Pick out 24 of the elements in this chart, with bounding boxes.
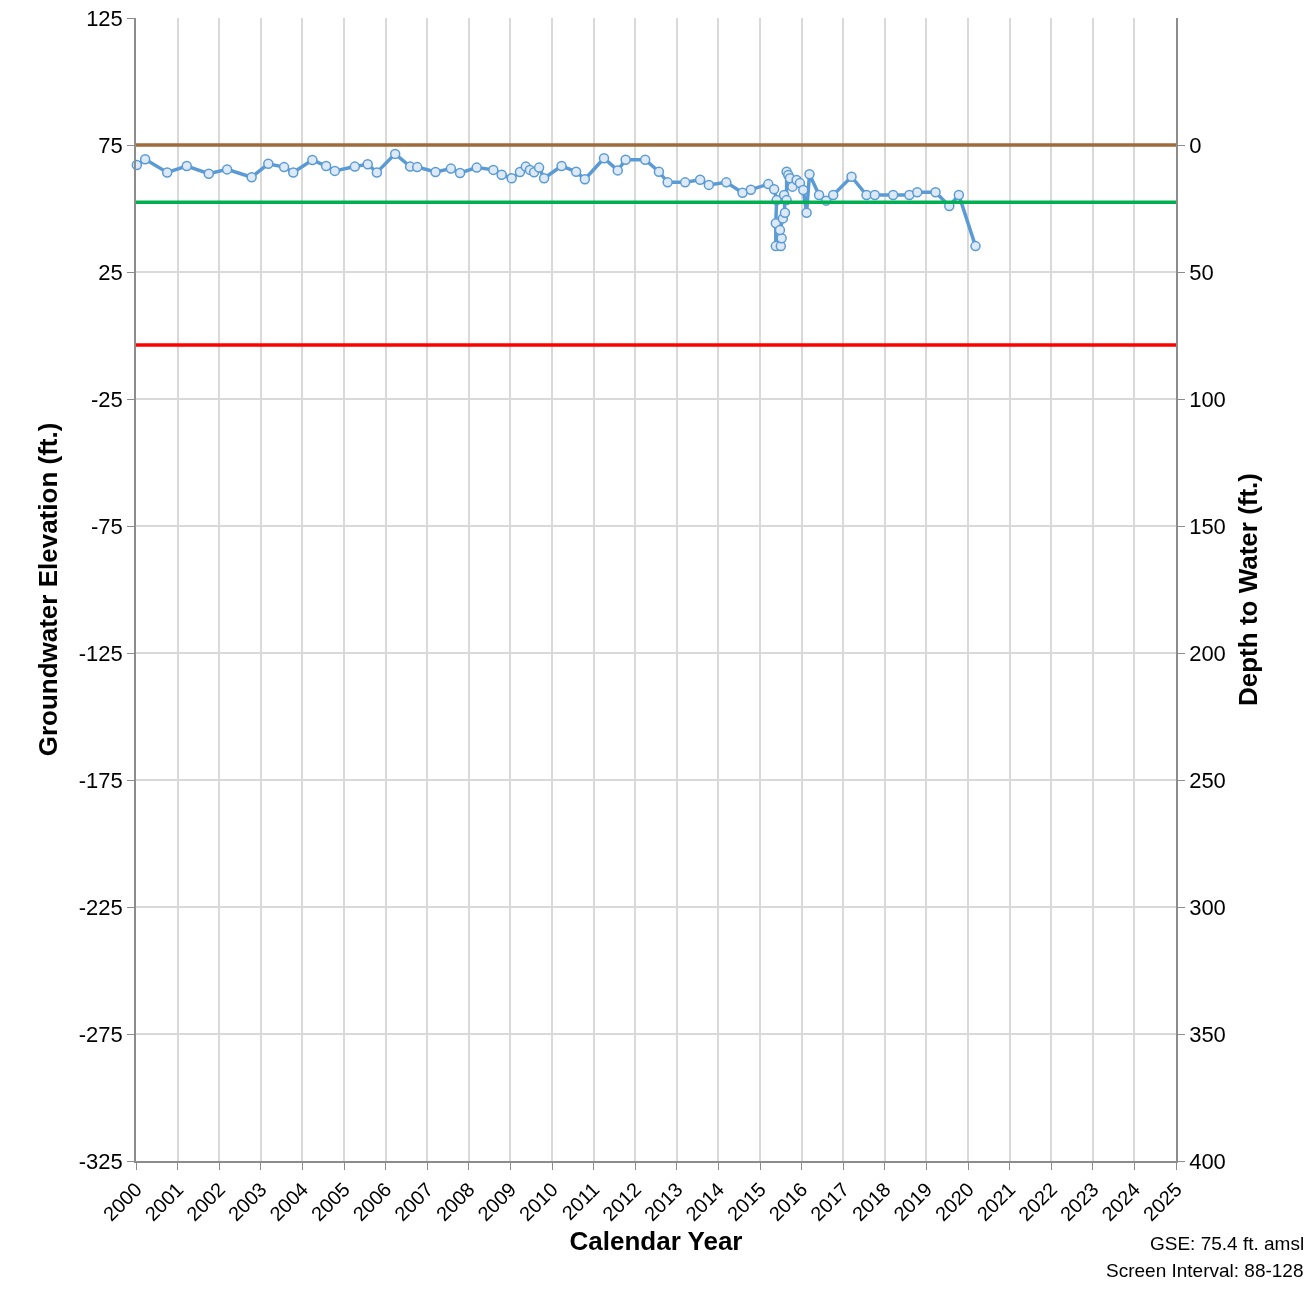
y-axis-title: Groundwater Elevation (ft.) xyxy=(32,422,63,757)
y-tick-label: -275 xyxy=(78,1021,123,1047)
y2-tick-label: 0 xyxy=(1189,132,1202,158)
y2-tick-label: 400 xyxy=(1189,1148,1226,1174)
y-tick-label: 125 xyxy=(86,5,123,31)
y2-tick-label: 200 xyxy=(1189,640,1226,666)
y2-tick-label: 350 xyxy=(1189,1021,1226,1047)
y2-tick-label: 100 xyxy=(1189,386,1226,412)
y2-tick-label: 50 xyxy=(1189,259,1214,285)
y-tick-label: -325 xyxy=(78,1148,123,1174)
text: Screen Interval: 88-128 xyxy=(1106,1260,1304,1281)
y-tick-label: 25 xyxy=(98,259,123,285)
y-tick-label: -75 xyxy=(91,513,123,539)
text: GSE: 75.4 ft. amsl xyxy=(1150,1233,1305,1254)
y-tick-label: -125 xyxy=(78,640,123,666)
y2-tick-label: 300 xyxy=(1189,894,1226,920)
y2-tick-label: 150 xyxy=(1189,513,1226,539)
y-tick-label: -25 xyxy=(91,386,123,412)
y-tick-label: -225 xyxy=(78,894,123,920)
x-axis-title: Calendar Year xyxy=(569,1226,743,1257)
y-tick-label: -175 xyxy=(78,767,123,793)
y-tick-label: 75 xyxy=(98,132,123,158)
y2-tick-label: 250 xyxy=(1189,767,1226,793)
y2-axis-title: Depth to Water (ft.) xyxy=(1233,473,1264,706)
